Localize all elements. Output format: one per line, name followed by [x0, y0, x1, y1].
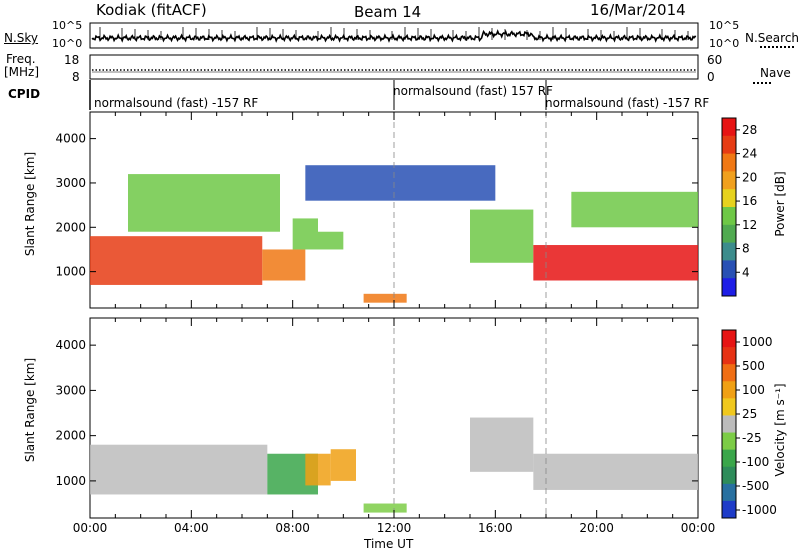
x-tick-label: 16:00	[478, 521, 513, 535]
data-region	[305, 165, 496, 201]
nsky-tick-top: 10^5	[52, 19, 83, 32]
nsky-trace	[91, 29, 697, 43]
power-colorbar-tick-label: 8	[742, 242, 750, 256]
nave-tick-top: 60	[707, 53, 723, 67]
power-colorbar-swatch	[722, 189, 736, 208]
y-tick-label: 2000	[55, 429, 86, 443]
data-region	[363, 503, 407, 513]
velocity-colorbar-swatch	[722, 500, 736, 519]
y-tick-label: 1000	[55, 474, 86, 488]
velocity-colorbar-swatch	[722, 364, 736, 382]
data-region	[363, 293, 407, 303]
velocity-colorbar-frame	[721, 329, 737, 519]
power-colorbar-swatch	[722, 260, 736, 279]
power-colorbar-tick-label: 20	[742, 170, 757, 184]
nsky-tick-bottom: 10^0	[52, 37, 83, 50]
nsearch-dotted-line	[760, 46, 794, 48]
data-region	[330, 449, 356, 481]
velocity-colorbar-tick-label: 100	[742, 383, 765, 397]
y-tick-label: 4000	[55, 132, 86, 146]
xlabel: Time UT	[364, 537, 414, 551]
nsearch-tick-top: 10^5	[709, 19, 740, 32]
nsky-label: N.Sky	[4, 31, 39, 45]
freq-tick-top: 18	[64, 53, 80, 67]
power-colorbar-swatch	[722, 171, 736, 190]
station-title: Kodiak (fitACF)	[96, 1, 207, 19]
velocity-colorbar-tick-label: 1000	[742, 335, 773, 349]
power-colorbar-frame	[721, 117, 737, 297]
data-region	[533, 245, 698, 281]
velocity-colorbar-swatch	[722, 466, 736, 485]
x-tick-label: 12:00	[377, 521, 412, 535]
y-tick-label: 3000	[55, 176, 86, 190]
data-region	[470, 417, 534, 472]
x-tick-label: 00:00	[73, 521, 108, 535]
data-region	[305, 453, 331, 486]
power-colorbar-swatch	[722, 153, 736, 172]
power-colorbar-tick-label: 24	[742, 147, 757, 161]
data-region	[90, 444, 268, 495]
power-colorbar-swatch	[722, 207, 736, 226]
velocity-colorbar-tick-label: -100	[742, 455, 769, 469]
velocity-colorbar-tick-label: -25	[742, 431, 762, 445]
freq-tick-bottom: 8	[72, 70, 80, 84]
data-region	[318, 231, 344, 250]
data-region	[262, 249, 306, 281]
x-tick-label: 04:00	[174, 521, 209, 535]
power-colorbar-swatch	[722, 278, 736, 297]
nsearch-label: N.Search	[745, 31, 800, 45]
y-tick-label: 1000	[55, 265, 86, 279]
nsky-panel-frame	[89, 22, 699, 49]
power-colorbar-tick-label: 16	[742, 194, 757, 208]
velocity-colorbar-swatch	[722, 483, 736, 502]
power-colorbar-swatch	[722, 242, 736, 261]
cpid-segment-3: normalsound (fast) -157 RF	[545, 96, 710, 110]
velocity-colorbar-tick-label: -1000	[742, 503, 777, 517]
power-colorbar-tick-label: 28	[742, 123, 757, 137]
power-colorbar-tick-label: 4	[742, 265, 750, 279]
beam-title: Beam 14	[354, 3, 422, 21]
power-colorbar-swatch	[722, 224, 736, 244]
x-tick-label: 08:00	[275, 521, 310, 535]
freq-label-1: Freq.	[6, 52, 36, 66]
date-title: 16/Mar/2014	[590, 1, 686, 19]
data-region	[533, 453, 698, 490]
power-colorbar-swatch	[722, 135, 736, 155]
data-region	[470, 209, 534, 263]
velocity-colorbar-swatch	[722, 381, 736, 399]
y-tick-label: 3000	[55, 383, 86, 397]
x-tick-label: 00:00	[681, 521, 716, 535]
cpid-segment-2: normalsound (fast) 157 RF	[393, 84, 553, 98]
freq-label-2: [MHz]	[4, 65, 40, 79]
nave-label: Nave	[760, 66, 791, 80]
nave-tick-bottom: 0	[707, 70, 715, 84]
y-tick-label: 4000	[55, 338, 86, 352]
data-region	[571, 191, 698, 228]
velocity-colorbar-swatch	[722, 432, 736, 451]
velocity-colorbar-tick-label: -500	[742, 479, 769, 493]
data-region	[90, 236, 263, 285]
power-colorbar-swatch	[722, 118, 736, 137]
power-colorbar-tick-label: 12	[742, 218, 757, 232]
velocity-colorbar-swatch	[722, 415, 736, 434]
velocity-colorbar-swatch	[722, 347, 736, 365]
cpid-label: CPID	[8, 87, 41, 101]
y-tick-label: 2000	[55, 220, 86, 234]
nsearch-tick-bottom: 10^0	[709, 37, 740, 50]
data-region	[128, 174, 280, 232]
freq-panel-frame	[89, 54, 699, 80]
x-tick-label: 20:00	[579, 521, 614, 535]
data-region	[292, 218, 318, 250]
velocity-colorbar-tick-label: 25	[742, 407, 757, 421]
cpid-segment-1: normalsound (fast) -157 RF	[94, 96, 259, 110]
velocity-colorbar-swatch	[722, 398, 736, 416]
velocity-colorbar-tick-label: 500	[742, 359, 765, 373]
velocity-colorbar-swatch	[722, 449, 736, 468]
nave-dotted-line	[753, 82, 771, 84]
velocity-colorbar-swatch	[722, 330, 736, 348]
